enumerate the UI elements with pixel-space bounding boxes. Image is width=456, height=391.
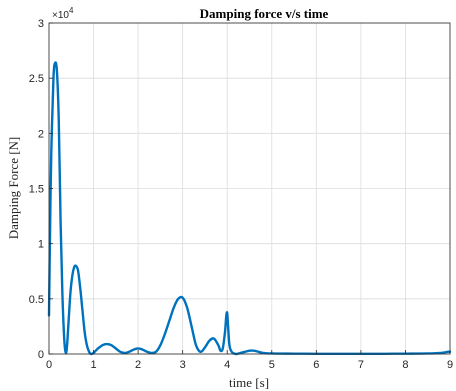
series-lines — [47, 61, 452, 356]
damping-force-line — [47, 61, 452, 356]
y-tick-label: 0 — [38, 349, 44, 361]
chart-title: Damping force v/s time — [200, 6, 329, 21]
x-tick-label: 4 — [224, 359, 230, 371]
y-axis-label: Damping Force [N] — [6, 137, 21, 240]
y-tick-label: 2 — [38, 128, 44, 140]
x-tick-label: 9 — [447, 359, 453, 371]
y-tick-label: 2.5 — [29, 73, 44, 85]
x-axis-label: time [s] — [229, 375, 269, 390]
y-tick-label: 3 — [38, 18, 44, 30]
y-axis-ticks: 0 0.5 1 1.5 2 2.5 3 — [29, 18, 53, 361]
x-tick-label: 2 — [135, 359, 141, 371]
y-tick-label: 1 — [38, 239, 44, 251]
x-tick-label: 7 — [358, 359, 364, 371]
x-axis-ticks: 0 1 2 3 4 5 6 7 8 9 — [46, 350, 453, 371]
x-tick-label: 5 — [269, 359, 275, 371]
x-tick-label: 0 — [46, 359, 52, 371]
x-tick-label: 3 — [180, 359, 186, 371]
x-tick-label: 8 — [402, 359, 408, 371]
x-tick-label: 6 — [313, 359, 319, 371]
y-tick-label: 1.5 — [29, 184, 44, 196]
x-tick-label: 1 — [90, 359, 96, 371]
y-axis-multiplier: ×104 — [52, 6, 74, 21]
y-tick-label: 0.5 — [29, 294, 44, 306]
